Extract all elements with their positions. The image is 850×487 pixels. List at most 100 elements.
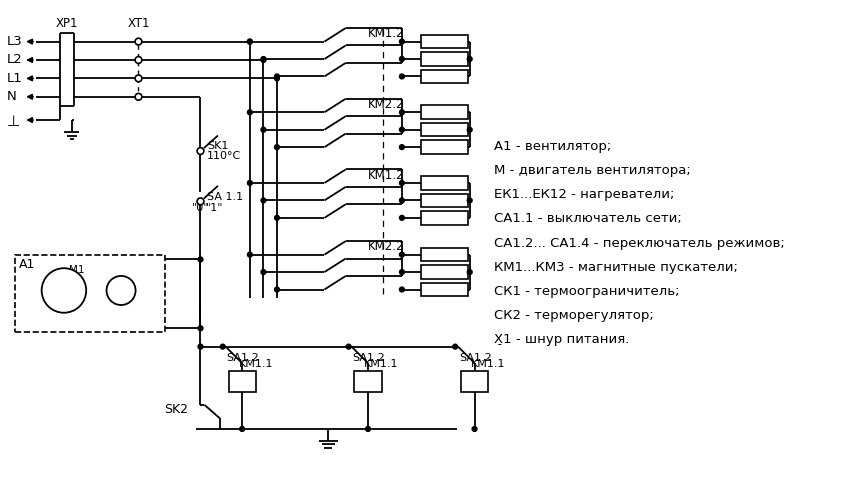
Text: "1": "1" (207, 203, 224, 213)
Text: EK1: EK1 (434, 178, 455, 188)
Circle shape (220, 344, 225, 349)
Text: EK2: EK2 (434, 125, 455, 135)
Circle shape (400, 270, 405, 275)
Circle shape (106, 276, 136, 305)
Circle shape (135, 56, 142, 63)
Circle shape (198, 344, 203, 349)
Circle shape (400, 127, 405, 132)
Text: М - двигатель вентилятора;: М - двигатель вентилятора; (494, 164, 691, 177)
Circle shape (261, 198, 266, 203)
Bar (422, 140, 468, 154)
Text: EK3: EK3 (434, 72, 455, 81)
Circle shape (472, 427, 477, 431)
Circle shape (400, 145, 405, 150)
Circle shape (247, 110, 252, 115)
Bar (15, 255, 165, 332)
Circle shape (468, 56, 472, 61)
Text: KM1.1: KM1.1 (471, 359, 506, 369)
Circle shape (400, 56, 405, 61)
Circle shape (400, 110, 405, 115)
Circle shape (400, 252, 405, 257)
Circle shape (275, 215, 280, 220)
Text: Х̠1 - шнур питания.: Х̠1 - шнур питания. (494, 334, 629, 346)
Circle shape (247, 252, 252, 257)
Bar (354, 371, 382, 392)
Text: N: N (7, 90, 16, 103)
Text: ЕК1...ЕК12 - нагреватели;: ЕК1...ЕК12 - нагреватели; (494, 188, 674, 201)
Text: KM1.2: KM1.2 (368, 169, 405, 182)
Circle shape (400, 287, 405, 292)
Text: EK2: EK2 (434, 267, 455, 277)
Circle shape (198, 326, 203, 331)
Circle shape (42, 268, 86, 313)
Circle shape (261, 56, 266, 61)
Circle shape (453, 344, 457, 349)
Bar (229, 371, 256, 392)
Circle shape (468, 127, 472, 132)
Text: EK2: EK2 (434, 195, 455, 206)
Text: XT1: XT1 (128, 17, 150, 30)
Text: EK2: EK2 (434, 54, 455, 64)
Circle shape (197, 148, 204, 154)
Text: "0": "0" (192, 203, 209, 213)
Text: SA 1.1: SA 1.1 (207, 191, 243, 202)
Bar (422, 211, 468, 225)
Text: 110°C: 110°C (207, 151, 241, 161)
Circle shape (275, 74, 280, 79)
Text: KM1.2: KM1.2 (368, 27, 405, 40)
Circle shape (197, 198, 204, 205)
Text: КМ1...КМ3 - магнитные пускатели;: КМ1...КМ3 - магнитные пускатели; (494, 261, 738, 274)
Circle shape (240, 427, 245, 431)
Text: L1: L1 (7, 72, 23, 85)
Circle shape (468, 270, 472, 275)
Circle shape (261, 57, 266, 62)
Text: KM1.1: KM1.1 (365, 359, 399, 369)
Bar (422, 265, 468, 279)
Bar (422, 283, 468, 296)
Text: EK1: EK1 (434, 37, 455, 47)
Circle shape (247, 39, 252, 44)
Text: EK3: EK3 (434, 284, 455, 295)
Circle shape (198, 257, 203, 262)
Text: EK1: EK1 (434, 250, 455, 260)
Text: ⊥: ⊥ (7, 114, 20, 130)
Circle shape (400, 74, 405, 79)
Bar (422, 123, 468, 136)
Text: СК1 - термоограничитель;: СК1 - термоограничитель; (494, 285, 679, 298)
Circle shape (275, 287, 280, 292)
Circle shape (247, 39, 252, 44)
Text: L2: L2 (7, 54, 23, 67)
Text: EK3: EK3 (434, 213, 455, 223)
Circle shape (275, 76, 280, 81)
Text: SK2: SK2 (164, 403, 188, 416)
Text: SA1.2: SA1.2 (353, 353, 385, 363)
Text: SA1.2: SA1.2 (459, 353, 492, 363)
Circle shape (468, 198, 472, 203)
Circle shape (400, 198, 405, 203)
Text: M1: M1 (69, 265, 84, 275)
Bar (422, 52, 468, 66)
Text: A1: A1 (20, 258, 36, 271)
Circle shape (261, 270, 266, 275)
Bar (461, 371, 488, 392)
Text: СА1.1 - выключатель сети;: СА1.1 - выключатель сети; (494, 212, 682, 225)
Bar (422, 248, 468, 262)
Circle shape (135, 94, 142, 100)
Text: СА1.2... СА1.4 - переключатель режимов;: СА1.2... СА1.4 - переключатель режимов; (494, 237, 785, 249)
Text: SA1.2: SA1.2 (227, 353, 259, 363)
Text: XP1: XP1 (55, 17, 78, 30)
Text: L3: L3 (7, 35, 23, 48)
Text: SK1: SK1 (207, 141, 229, 151)
Text: KM1.1: KM1.1 (238, 359, 273, 369)
Bar (422, 106, 468, 119)
Circle shape (275, 145, 280, 150)
Circle shape (247, 181, 252, 186)
Text: EK3: EK3 (434, 142, 455, 152)
Text: KM2.2: KM2.2 (368, 241, 405, 253)
Circle shape (135, 75, 142, 82)
Circle shape (400, 215, 405, 220)
Circle shape (400, 181, 405, 186)
Circle shape (366, 427, 371, 431)
Bar (422, 35, 468, 48)
Circle shape (135, 38, 142, 45)
